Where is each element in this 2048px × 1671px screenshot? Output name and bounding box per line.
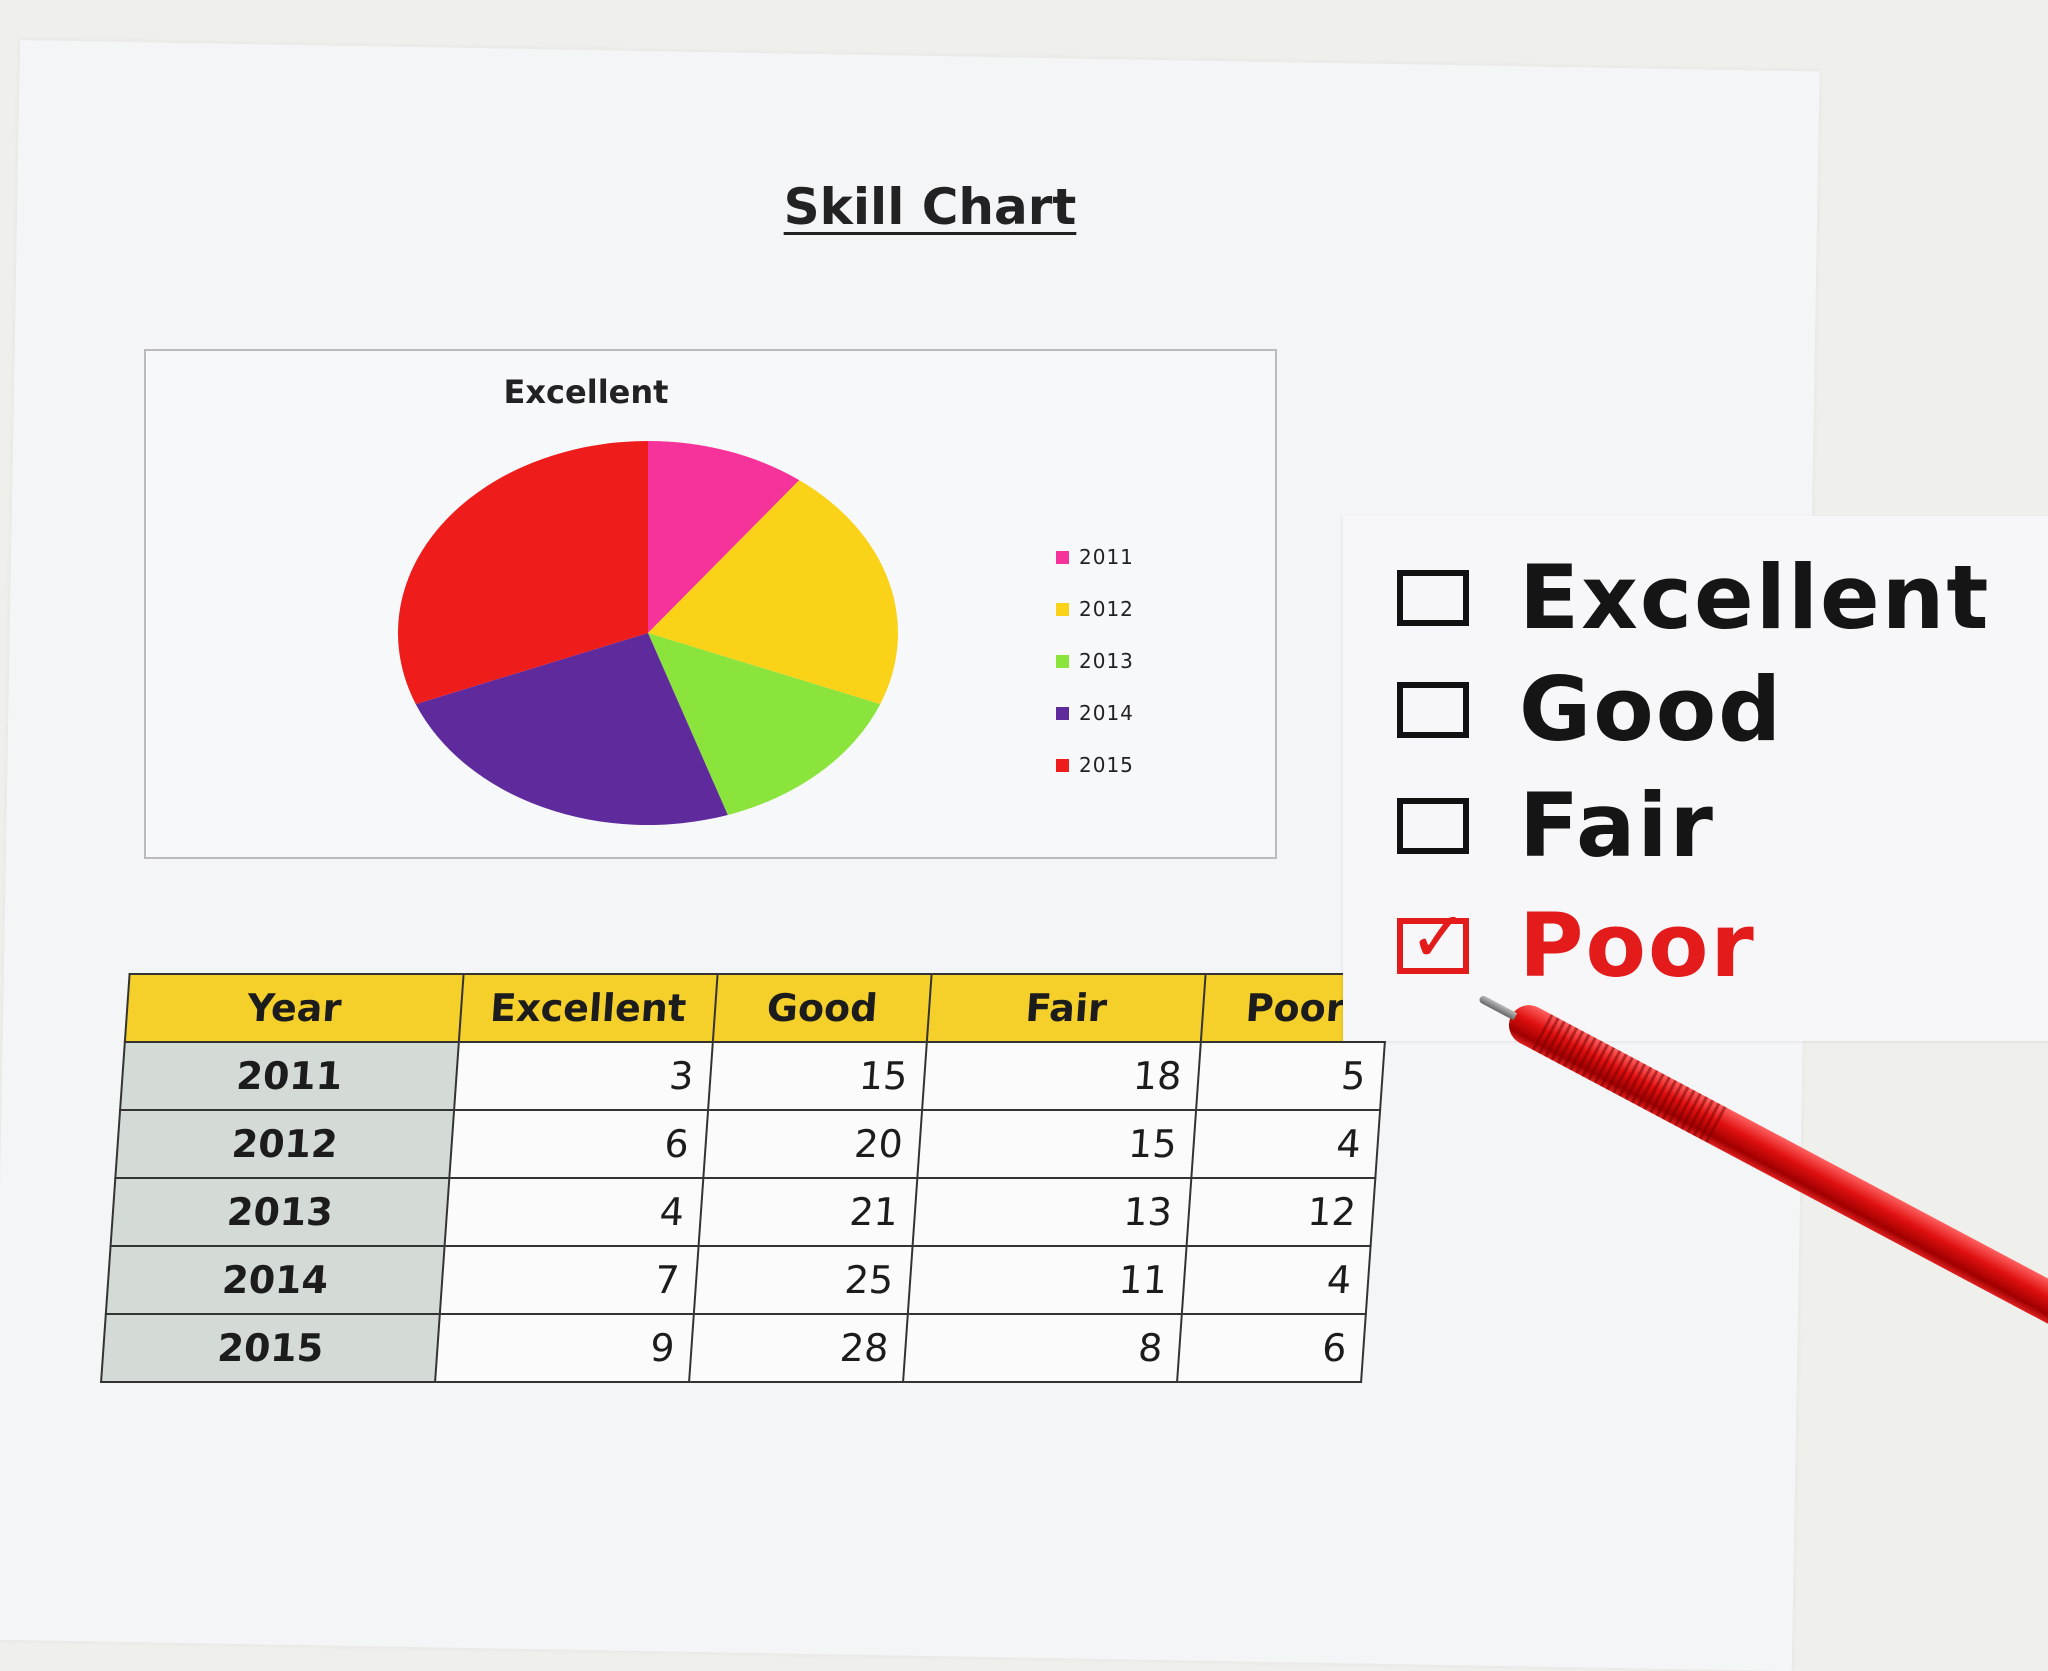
table-cell: 18 xyxy=(922,1042,1201,1110)
column-header: Good xyxy=(712,974,932,1042)
table-cell: 4 xyxy=(1191,1110,1381,1178)
legend-item: 2015 xyxy=(1056,739,1134,791)
pie-slice-2013 xyxy=(648,633,881,815)
legend-item: 2012 xyxy=(1056,583,1134,635)
table-cell: 6 xyxy=(1177,1314,1366,1382)
checkbox[interactable] xyxy=(1397,569,1469,626)
checkmark-icon: ✓ xyxy=(1409,895,1468,978)
checklist-option-fair[interactable]: Fair xyxy=(1397,774,1715,877)
legend-label: 2013 xyxy=(1079,649,1134,673)
table-cell: 25 xyxy=(693,1246,913,1314)
legend-label: 2015 xyxy=(1079,753,1134,777)
chart-title: Excellent xyxy=(503,373,669,411)
pie-slice-2012 xyxy=(648,480,898,705)
page-title: Skill Chart xyxy=(783,178,1077,236)
column-header: Year xyxy=(124,974,464,1042)
pie-chart xyxy=(398,441,898,825)
year-cell: 2012 xyxy=(115,1110,455,1178)
option-label: Good xyxy=(1519,658,1784,761)
pie-slice-2014 xyxy=(415,633,728,825)
checklist-option-excellent[interactable]: Excellent xyxy=(1397,546,1990,649)
legend-item: 2011 xyxy=(1056,531,1134,583)
option-label: Fair xyxy=(1519,774,1715,877)
table-cell: 7 xyxy=(439,1246,699,1314)
table-cell: 11 xyxy=(907,1246,1187,1314)
legend-label: 2014 xyxy=(1079,701,1134,725)
rating-checklist: Excellent Good Fair ✓ Poor xyxy=(1343,516,2048,1041)
option-label: Excellent xyxy=(1519,546,1991,649)
legend-swatch xyxy=(1056,654,1069,668)
checkbox[interactable] xyxy=(1397,797,1469,854)
table-cell: 13 xyxy=(912,1178,1192,1246)
table-row: 2011 3 15 18 5 xyxy=(120,1042,1385,1110)
year-cell: 2014 xyxy=(105,1246,445,1314)
table-cell: 8 xyxy=(903,1314,1182,1382)
pie-chart-panel: Excellent 2011 2012 2013 2014 2015 xyxy=(144,349,1277,859)
table-row: 2015 9 28 8 6 xyxy=(101,1314,1366,1382)
table-cell: 21 xyxy=(698,1178,918,1246)
legend-label: 2011 xyxy=(1079,545,1134,569)
table-row: 2014 7 25 11 4 xyxy=(105,1246,1371,1314)
chart-legend: 2011 2012 2013 2014 2015 xyxy=(1056,531,1134,791)
table-cell: 3 xyxy=(454,1042,713,1110)
legend-label: 2012 xyxy=(1079,597,1134,621)
table-header-row: Year Excellent Good Fair Poor xyxy=(124,974,1390,1042)
column-header: Excellent xyxy=(458,974,718,1042)
legend-swatch xyxy=(1056,550,1069,564)
checkbox[interactable] xyxy=(1397,681,1469,738)
legend-item: 2013 xyxy=(1056,635,1134,687)
legend-swatch xyxy=(1056,758,1069,772)
table-cell: 20 xyxy=(703,1110,923,1178)
checklist-option-poor[interactable]: ✓ Poor xyxy=(1397,894,1756,997)
table-cell: 28 xyxy=(689,1314,908,1382)
pie-slice-2011 xyxy=(648,441,800,633)
legend-swatch xyxy=(1056,706,1069,720)
year-cell: 2011 xyxy=(120,1042,459,1110)
table-row: 2012 6 20 15 4 xyxy=(115,1110,1381,1178)
table-cell: 12 xyxy=(1186,1178,1376,1246)
table-cell: 5 xyxy=(1196,1042,1385,1110)
table-cell: 15 xyxy=(917,1110,1197,1178)
legend-swatch xyxy=(1056,602,1069,616)
table-cell: 6 xyxy=(449,1110,709,1178)
table-cell: 15 xyxy=(708,1042,927,1110)
year-cell: 2015 xyxy=(101,1314,440,1382)
skill-table: Year Excellent Good Fair Poor 2011 3 15 18 5 2012 6… xyxy=(100,973,1391,1383)
option-label: Poor xyxy=(1519,894,1756,997)
table-cell: 4 xyxy=(1181,1246,1371,1314)
year-cell: 2013 xyxy=(110,1178,450,1246)
legend-item: 2014 xyxy=(1056,687,1134,739)
table-cell: 9 xyxy=(435,1314,694,1382)
table-row: 2013 4 21 13 12 xyxy=(110,1178,1376,1246)
pie-slice-2015 xyxy=(398,441,648,705)
checkbox[interactable]: ✓ xyxy=(1397,902,1469,974)
column-header: Fair xyxy=(926,974,1206,1042)
checklist-option-good[interactable]: Good xyxy=(1397,658,1783,761)
table-cell: 4 xyxy=(444,1178,704,1246)
